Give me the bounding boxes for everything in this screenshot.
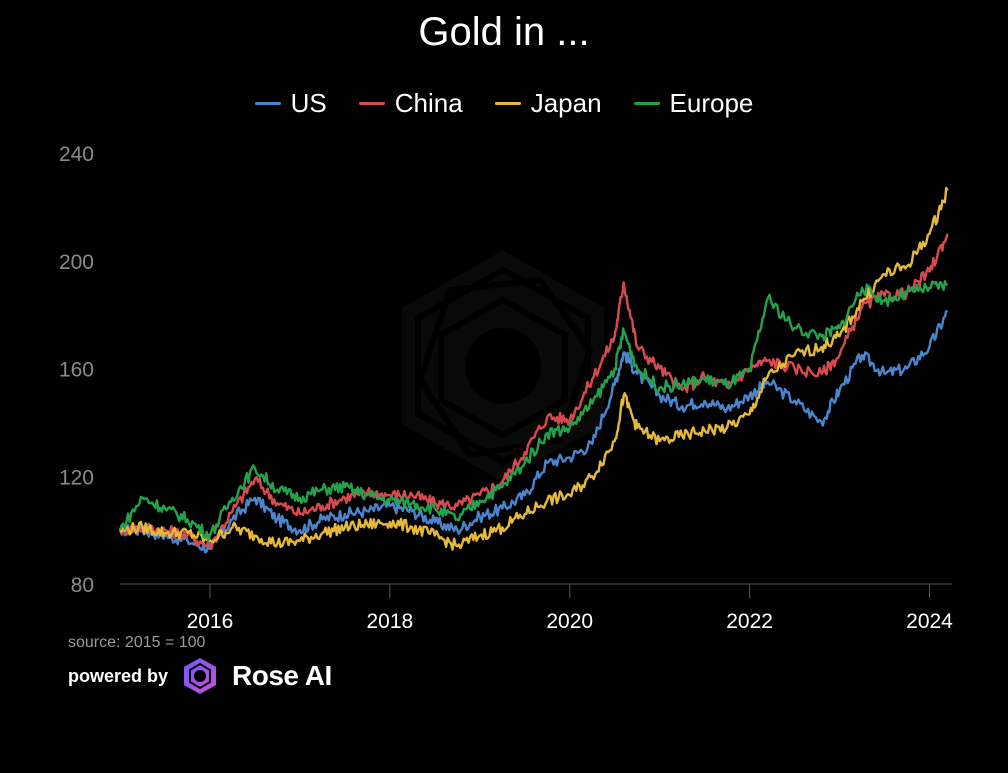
legend-item-us[interactable]: US <box>254 88 327 119</box>
legend-swatch-china <box>358 102 385 105</box>
series-line-japan <box>119 186 949 551</box>
series-line-europe <box>118 280 949 542</box>
y-tick-label: 80 <box>71 574 94 597</box>
chart-legend: US China Japan Europe <box>0 88 1008 119</box>
legend-swatch-us <box>254 102 281 105</box>
x-tick-label: 2016 <box>187 610 234 633</box>
legend-swatch-europe <box>633 102 660 105</box>
y-tick-label: 160 <box>59 359 94 382</box>
y-tick-label: 240 <box>59 143 94 166</box>
x-tick-label: 2018 <box>366 610 413 633</box>
series-line-china <box>118 233 949 550</box>
series-line-us <box>118 310 949 554</box>
rose-ai-logo-icon <box>184 658 217 694</box>
x-tick-label: 2020 <box>546 610 593 633</box>
x-tick-label: 2022 <box>726 610 773 633</box>
rose-ai-watermark-icon <box>402 250 604 482</box>
y-tick-label: 120 <box>59 466 94 489</box>
legend-label-europe: Europe <box>669 88 754 118</box>
powered-by-label: powered by <box>68 665 169 686</box>
brand-name: Rose AI <box>232 660 332 691</box>
legend-label-china: China <box>394 88 463 118</box>
legend-item-europe[interactable]: Europe <box>633 88 754 119</box>
source-note: source: 2015 = 100 <box>68 634 206 651</box>
legend-swatch-japan <box>494 102 521 105</box>
legend-label-japan: Japan <box>530 88 602 118</box>
legend-item-japan[interactable]: Japan <box>494 88 602 119</box>
powered-by-badge: powered by Rose AI <box>68 656 332 696</box>
y-tick-label: 200 <box>59 251 94 274</box>
legend-item-china[interactable]: China <box>358 88 463 119</box>
legend-label-us: US <box>290 88 327 118</box>
x-tick-label: 2024 <box>906 610 953 633</box>
chart-title: Gold in ... <box>418 10 590 54</box>
